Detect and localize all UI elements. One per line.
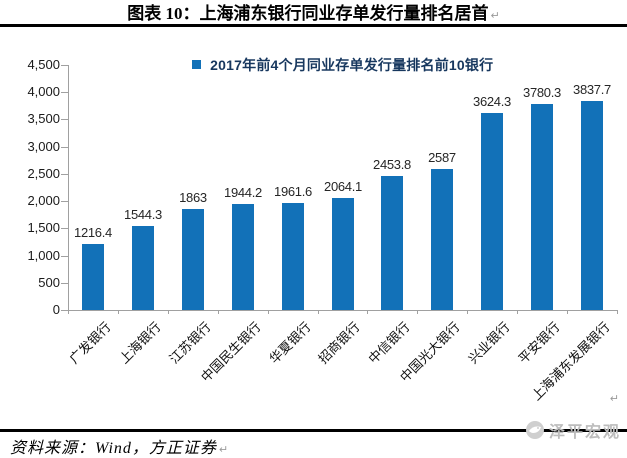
- y-axis-tick-label: 2,500: [27, 165, 60, 181]
- bar-value-label: 3780.3: [523, 85, 561, 100]
- x-axis-tick-mark: [567, 310, 569, 314]
- y-axis-tick-mark: [61, 228, 68, 230]
- paragraph-return-mark: ↵: [490, 9, 500, 22]
- x-axis-line: [68, 310, 618, 311]
- bar-value-label: 3624.3: [473, 94, 511, 109]
- x-axis-tick-mark: [117, 310, 119, 314]
- bar-value-label: 2587: [428, 150, 456, 165]
- figure-title-text: 图表 10：上海浦东银行同业存单发行量排名居首: [127, 4, 489, 23]
- bar: [282, 203, 304, 310]
- x-axis-tick-mark: [467, 310, 469, 314]
- bar-value-label: 2064.1: [324, 179, 362, 194]
- y-axis-tick-mark: [61, 201, 68, 203]
- y-axis-line: [68, 65, 69, 310]
- x-axis-tick-mark: [68, 310, 69, 314]
- bar-value-label: 1961.6: [274, 184, 312, 199]
- bar: [132, 226, 154, 310]
- bar: [581, 101, 603, 310]
- y-axis-tick-label: 0: [52, 302, 60, 317]
- x-axis-category-label: 兴业银行: [465, 319, 513, 367]
- x-axis-tick-mark: [417, 310, 419, 314]
- bar: [481, 113, 503, 310]
- bar-value-label: 1216.4: [74, 225, 112, 240]
- y-axis-tick-mark: [61, 119, 68, 121]
- bar: [232, 204, 254, 310]
- footer-divider-rule: [0, 429, 627, 432]
- chart-legend: 2017年前4个月同业存单发行量排名前10银行: [68, 55, 617, 75]
- x-axis-category-label: 华夏银行: [266, 319, 314, 367]
- y-axis-tick-mark: [61, 173, 68, 175]
- y-axis-tick-mark: [61, 282, 68, 284]
- x-axis-tick-mark: [167, 310, 169, 314]
- y-axis-tick-mark: [61, 65, 68, 66]
- y-axis-tick-mark: [61, 255, 68, 257]
- legend-marker-swatch: [191, 60, 201, 69]
- watermark: 泽平宏观: [525, 419, 621, 441]
- x-axis-tick-mark: [367, 310, 369, 314]
- bar: [82, 244, 104, 310]
- y-axis-tick-label: 3,500: [27, 111, 60, 127]
- source-note: 资料来源：Wind，方正证券 ↵: [10, 434, 229, 458]
- y-axis-tick-mark: [61, 92, 68, 94]
- x-axis-tick-mark: [317, 310, 319, 314]
- y-axis-tick-label: 4,500: [27, 57, 60, 72]
- x-axis-category-label: 广发银行: [66, 319, 114, 367]
- y-axis-tick-label: 3,000: [27, 138, 60, 154]
- y-axis-tick-label: 4,000: [27, 84, 60, 100]
- x-axis-tick-mark: [617, 310, 618, 314]
- x-axis-tick-mark: [267, 310, 269, 314]
- paragraph-return-mark: ↵: [218, 443, 230, 456]
- y-axis-tick-label: 2,000: [27, 193, 60, 209]
- source-text: 资料来源：Wind，方正证券: [10, 440, 217, 457]
- bar: [182, 209, 204, 310]
- y-axis-tick-mark: [61, 146, 68, 148]
- x-axis-category-label: 招商银行: [315, 319, 363, 367]
- title-divider-rule: [0, 24, 627, 27]
- y-axis-tick-label: 500: [38, 274, 60, 290]
- y-axis-tick-label: 1,000: [27, 247, 60, 263]
- bar: [332, 198, 354, 310]
- paragraph-return-mark: ↵: [609, 392, 619, 405]
- bar: [531, 104, 553, 310]
- zeping-logo-icon: [525, 421, 544, 439]
- figure-title: 图表 10：上海浦东银行同业存单发行量排名居首 ↵: [0, 0, 627, 26]
- bar-value-label: 2453.8: [373, 157, 411, 172]
- bar: [381, 176, 403, 310]
- x-axis-tick-mark: [517, 310, 519, 314]
- x-axis-tick-mark: [217, 310, 219, 314]
- bar-value-label: 1863: [179, 190, 207, 205]
- y-axis-tick-label: 1,500: [27, 220, 60, 236]
- bar-value-label: 1944.2: [224, 185, 262, 200]
- legend-label: 2017年前4个月同业存单发行量排名前10银行: [210, 57, 494, 73]
- bar: [431, 169, 453, 310]
- watermark-text: 泽平宏观: [548, 424, 621, 441]
- x-axis-category-label: 上海银行: [116, 319, 164, 367]
- bar-chart: 2017年前4个月同业存单发行量排名前10银行 ↵ 0 500 1,000 1,500…: [0, 40, 627, 428]
- y-axis-tick-mark: [61, 310, 68, 311]
- bar-value-label: 3837.7: [573, 82, 611, 97]
- bar-value-label: 1544.3: [124, 207, 162, 222]
